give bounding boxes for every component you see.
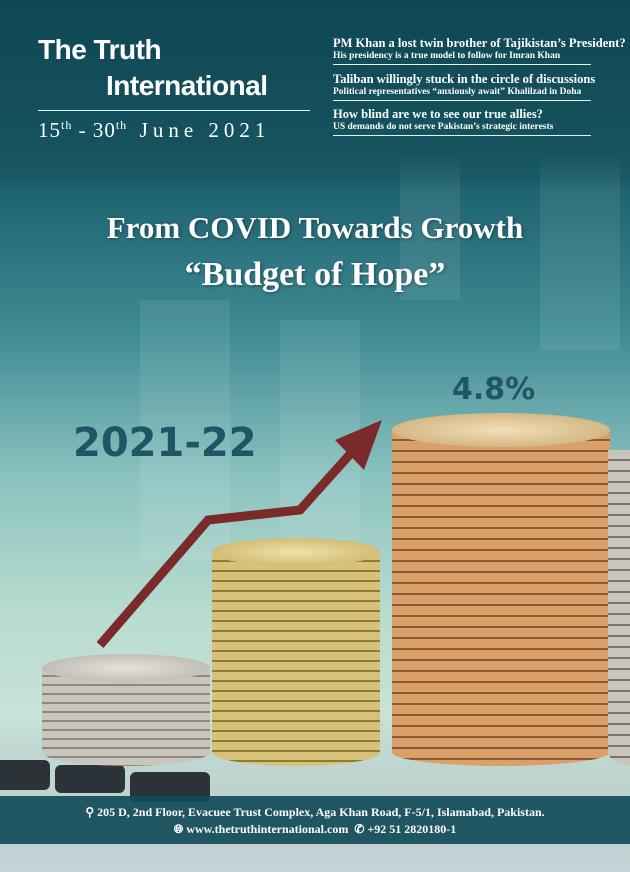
masthead-line1: The Truth <box>38 34 162 65</box>
coin-face <box>42 654 210 682</box>
coin-stack-partial <box>608 450 630 766</box>
headline-title: Taliban willingly stuck in the circle of… <box>333 72 596 86</box>
headline-subtitle: His presidency is a true model to follow… <box>333 51 561 61</box>
calculator-key <box>55 765 125 793</box>
contact-line: 🌐︎ www.thetruthinternational.com ✆ +92 5… <box>0 821 630 838</box>
coin-stack-large <box>392 413 610 766</box>
headline-2[interactable]: Taliban willingly stuck in the circle of… <box>333 72 596 101</box>
bg-bar <box>280 320 360 540</box>
arrow-head-icon <box>335 420 382 470</box>
cover-subtitle: “Budget of Hope” <box>184 256 446 293</box>
fiscal-year: 2021-22 <box>73 420 257 466</box>
headline-subtitle: Political representatives “anxiously awa… <box>333 87 582 97</box>
headline-subtitle: US demands do not serve Pakistan’s strat… <box>333 122 554 132</box>
growth-rate: 4.8% <box>452 372 536 407</box>
calculator-key <box>0 760 50 790</box>
website-link[interactable]: www.thetruthinternational.com <box>186 822 349 836</box>
price-label: Rs. 435 <box>28 759 39 790</box>
headline-title: PM Khan a lost twin brother of Tajikista… <box>333 36 626 50</box>
coin-face <box>392 413 610 447</box>
headline-3[interactable]: How blind are we to see our true allies?… <box>333 107 591 136</box>
coin-stack-medium <box>212 538 380 766</box>
contact-footer: ⚲ 205 D, 2nd Floor, Evacuee Trust Comple… <box>0 796 630 844</box>
header-band <box>0 0 630 190</box>
map-pin-icon: ⚲ <box>85 805 95 819</box>
address-text: 205 D, 2nd Floor, Evacuee Trust Complex,… <box>97 805 545 819</box>
address-line: ⚲ 205 D, 2nd Floor, Evacuee Trust Comple… <box>0 804 630 821</box>
globe-icon: 🌐︎ <box>173 822 184 836</box>
arrow-line <box>96 448 356 648</box>
masthead-divider <box>38 110 310 111</box>
masthead-line2: International <box>106 70 268 101</box>
phone-icon: ✆ <box>354 822 365 836</box>
coin-face <box>212 538 380 566</box>
cover-title: From COVID Towards Growth <box>106 210 524 245</box>
issue-date: 15th - 30th June 2021 <box>38 118 271 142</box>
headline-title: How blind are we to see our true allies? <box>333 107 543 121</box>
coin-stack-small <box>42 654 210 766</box>
headline-1[interactable]: PM Khan a lost twin brother of Tajikista… <box>333 36 626 65</box>
phone-number: +92 51 2820180-1 <box>367 822 457 836</box>
